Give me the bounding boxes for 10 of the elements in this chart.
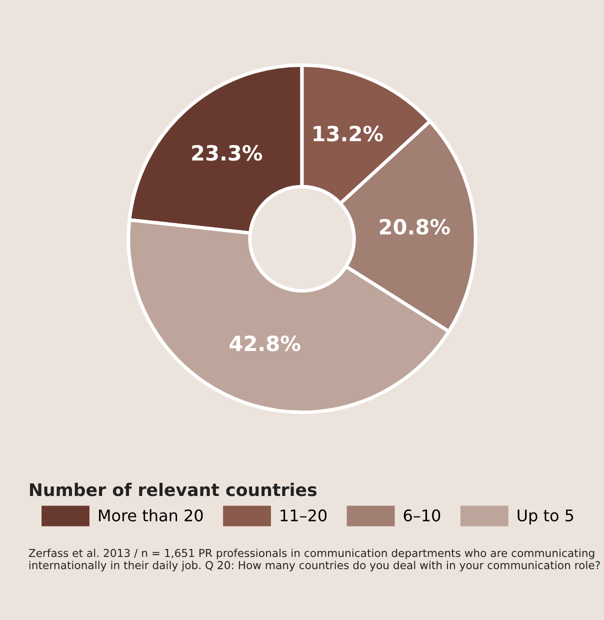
legend-label: More than 20 xyxy=(99,509,203,522)
legend-label: 6–10 xyxy=(404,509,440,522)
legend-label: 11–20 xyxy=(280,509,327,522)
legend-title: Number of relevant countries xyxy=(30,482,317,496)
text: Zerfass et al. 2013 / n = 1,651 PR professionals in communication departments who are communicating internationally in their daily job. Q 20: How many countries do you deal with in your communication role? xyxy=(28,548,600,572)
legend-label: Up to 5 xyxy=(518,510,574,525)
data-label: 20.8% xyxy=(380,218,450,235)
data-label: 13.2% xyxy=(314,126,383,142)
data-label: 23.3% xyxy=(192,144,262,161)
data-label: 42.8% xyxy=(230,336,300,352)
